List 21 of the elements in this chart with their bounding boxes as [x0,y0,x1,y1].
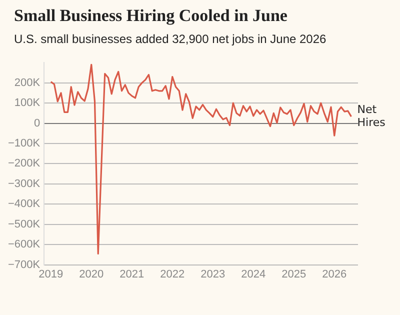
x-tick-label: 2019 [38,268,64,280]
y-tick-label: −300K [8,178,41,190]
y-tick-label: −700K [8,258,41,271]
y-tick-label: 200K [14,76,41,89]
y-tick-label: −400K [8,198,41,210]
y-tick-label: 0 [34,117,40,130]
y-tick-label: −200K [8,158,41,170]
x-tick-label: 2021 [120,268,144,280]
x-tick-label: 2022 [160,268,185,280]
y-tick-label: −100K [8,138,41,150]
chart-title: Small Business Hiring Cooled in June [14,6,288,26]
y-tick-label: 100K [14,97,41,110]
x-tick-label: 2025 [282,268,306,280]
chart-subtitle: U.S. small businesses added 32,900 net jobs in June 2026 [14,32,326,46]
x-tick-label: 2024 [241,268,266,280]
x-tick-label: 2020 [79,268,104,280]
y-tick-label: −600K [8,238,41,251]
series-label: Net Hires [357,102,386,129]
y-tick-label: −500K [8,218,41,230]
x-tick-label: 2023 [200,268,226,280]
x-tick-label: 2026 [322,268,347,280]
